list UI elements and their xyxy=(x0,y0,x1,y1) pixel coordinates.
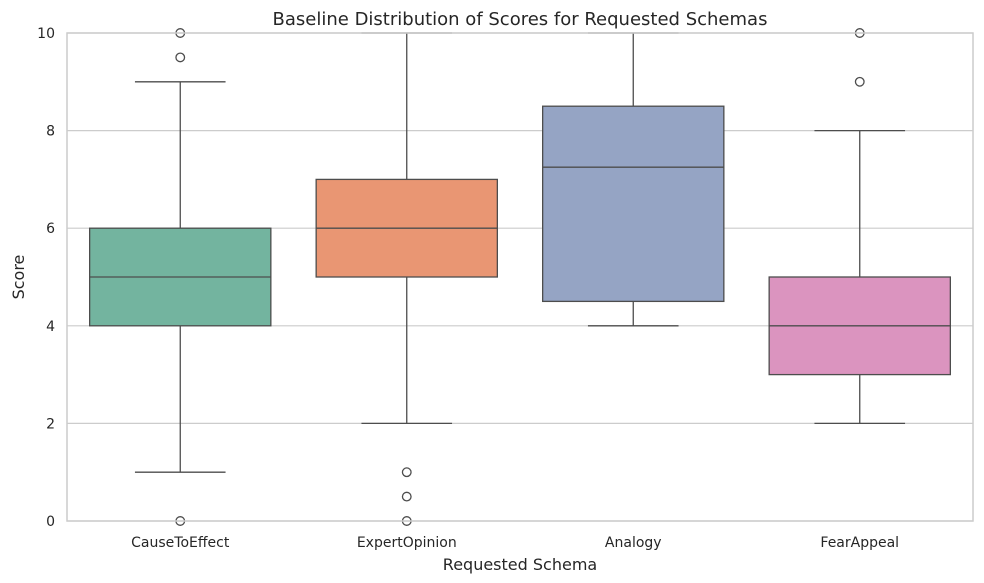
box-ExpertOpinion xyxy=(315,32,498,526)
outlier-point xyxy=(401,491,412,502)
x-tick-label: FearAppeal xyxy=(820,535,899,551)
boxes xyxy=(89,28,952,526)
y-tick-label: 2 xyxy=(46,416,55,432)
x-axis-label: Requested Schema xyxy=(443,555,597,574)
box-FearAppeal xyxy=(768,28,952,425)
outlier-point xyxy=(854,76,865,87)
chart-title: Baseline Distribution of Scores for Requ… xyxy=(273,9,768,30)
y-tick-label: 0 xyxy=(46,514,55,530)
outlier-point xyxy=(401,467,412,478)
y-tick-label: 10 xyxy=(37,26,55,42)
box-iqr xyxy=(542,105,725,303)
y-tick-label: 4 xyxy=(46,319,55,335)
x-axis-ticks: CauseToEffect ExpertOpinion Analogy FearApp… xyxy=(131,535,899,551)
y-axis-ticks: 0 2 4 6 8 10 xyxy=(37,26,55,530)
box-Analogy xyxy=(542,32,725,327)
y-tick-label: 6 xyxy=(46,221,55,237)
y-axis-label: Score xyxy=(9,255,28,300)
plot-frame xyxy=(66,32,974,522)
x-tick-label: CauseToEffect xyxy=(131,535,230,551)
x-tick-label: ExpertOpinion xyxy=(357,535,457,551)
outlier-point xyxy=(175,52,186,63)
x-tick-label: Analogy xyxy=(605,535,662,551)
box-CauseToEffect xyxy=(89,28,272,526)
y-tick-label: 8 xyxy=(46,124,55,140)
